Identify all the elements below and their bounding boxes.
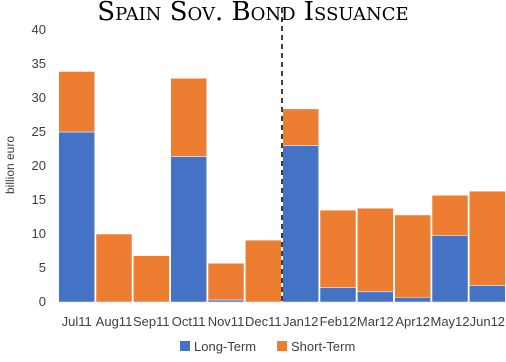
x-tick-label: Jul11 xyxy=(62,314,92,329)
y-tick-label: 10 xyxy=(32,226,46,241)
bar-long-term-apr12 xyxy=(394,296,431,303)
y-axis: 0 5 10 15 20 25 30 35 40 xyxy=(32,22,46,309)
x-tick-label: Jan12 xyxy=(283,314,318,329)
y-tick-label: 25 xyxy=(32,124,46,139)
bar-short-term-nov11 xyxy=(207,262,245,301)
x-tick-label: Jun12 xyxy=(470,314,505,329)
x-tick-label: Feb12 xyxy=(320,314,357,329)
bar-short-term-sep11 xyxy=(133,255,170,303)
y-tick-label: 35 xyxy=(32,56,46,71)
y-tick-label: 20 xyxy=(32,158,46,173)
bar-long-term-jul11 xyxy=(58,131,95,303)
bar-long-term-jun12 xyxy=(469,285,506,303)
bar-long-term-nov11 xyxy=(207,299,245,303)
bar-short-term-feb12 xyxy=(319,209,357,288)
bar-short-term-oct11 xyxy=(170,78,207,157)
bar-long-term-feb12 xyxy=(319,287,357,303)
bar-short-term-apr12 xyxy=(394,214,431,298)
x-tick-label: Sep11 xyxy=(133,314,170,329)
bar-short-term-aug11 xyxy=(95,233,133,303)
bar-long-term-jan12 xyxy=(282,145,319,303)
bar-short-term-dec11 xyxy=(245,239,282,303)
bars xyxy=(58,71,506,303)
y-tick-label: 5 xyxy=(39,260,46,275)
y-tick-label: 30 xyxy=(32,90,46,105)
bar-short-term-jul11 xyxy=(58,71,95,133)
x-tick-label: Mar12 xyxy=(357,314,394,329)
y-tick-label: 0 xyxy=(39,294,46,309)
bar-long-term-may12 xyxy=(431,235,469,303)
x-tick-label: Apr12 xyxy=(395,314,430,329)
x-tick-label: Oct11 xyxy=(172,314,206,329)
y-tick-label: 15 xyxy=(32,192,46,207)
legend-swatch-long-term xyxy=(180,341,190,351)
legend-label: Short-Term xyxy=(291,339,355,354)
bar-short-term-jan12 xyxy=(282,108,319,146)
legend: Long-Term Short-Term xyxy=(180,339,355,354)
x-tick-label: Nov11 xyxy=(208,314,245,329)
bar-short-term-may12 xyxy=(431,194,469,236)
x-axis: Jul11 Aug11 Sep11 Oct11 Nov11 Dec11 Jan12 Feb12… xyxy=(62,314,505,329)
x-tick-label: Aug11 xyxy=(96,314,133,329)
chart-title: Spain Sov. Bond Issuance xyxy=(97,0,408,27)
x-tick-label: Dec11 xyxy=(245,314,282,329)
y-axis-label: billion euro xyxy=(3,136,17,194)
bar-long-term-mar12 xyxy=(357,291,394,303)
legend-label: Long-Term xyxy=(194,339,256,354)
legend-swatch-short-term xyxy=(277,341,287,351)
x-tick-label: May12 xyxy=(430,314,469,329)
y-tick-label: 40 xyxy=(32,22,46,37)
bar-short-term-mar12 xyxy=(357,207,394,293)
bar-long-term-oct11 xyxy=(170,156,207,303)
bar-short-term-jun12 xyxy=(469,190,506,286)
